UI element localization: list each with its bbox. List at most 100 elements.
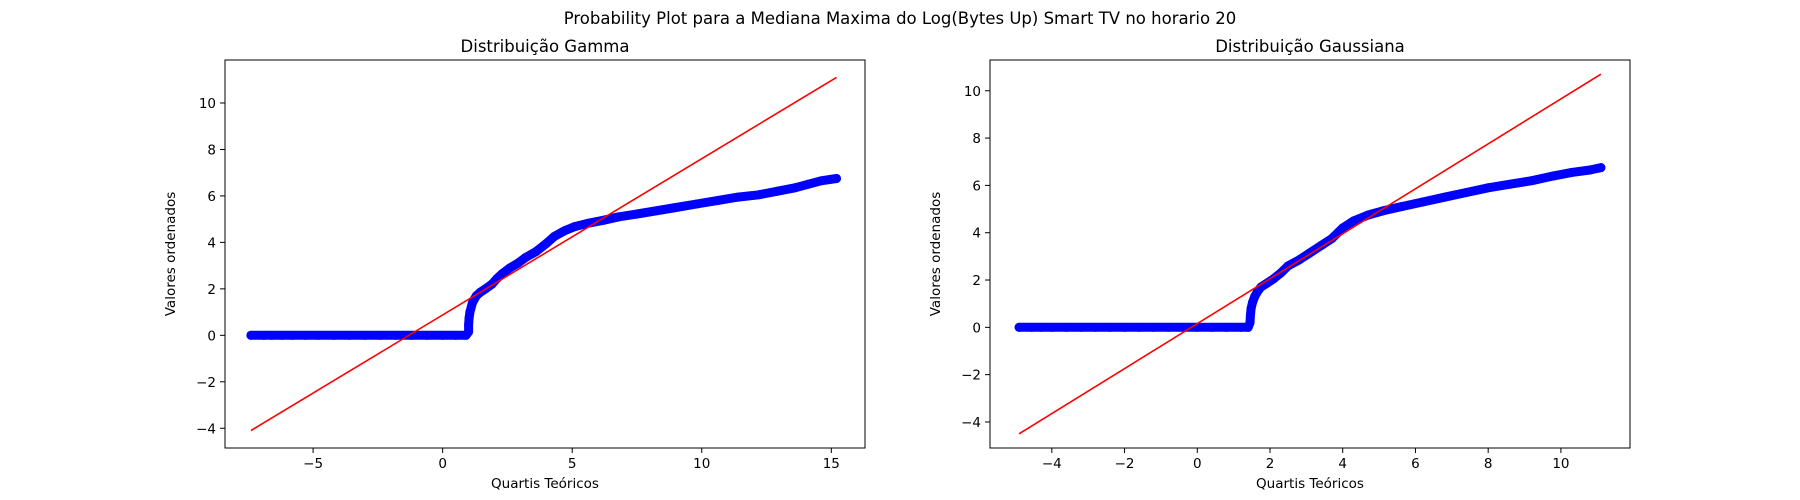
chart-1-y-tick-label: −4 [961, 415, 981, 431]
chart-0-sample-point [344, 330, 354, 340]
chart-1-sample-point [1036, 322, 1046, 332]
chart-0-sample-point [671, 203, 681, 213]
chart-1-sample-point [1105, 322, 1115, 332]
chart-0-x-tick-label: 0 [438, 456, 447, 472]
chart-1-title: Distribuição Gaussiana [1215, 37, 1405, 56]
chart-1-sample-point [1349, 216, 1359, 226]
chart-1-sample-point [1483, 183, 1493, 193]
chart-1-sample-point [1134, 322, 1144, 332]
chart-0-y-tick-label: 6 [207, 189, 216, 205]
chart-0-sample-point [313, 330, 323, 340]
figure-title: Probability Plot para a Mediana Maxima d… [564, 9, 1237, 28]
chart-0-sample-point [464, 327, 474, 337]
chart-0-sample-point [559, 226, 569, 236]
chart-0-title: Distribuição Gamma [461, 37, 630, 56]
chart-1-x-tick-label: 6 [1411, 456, 1420, 472]
chart-1-sample-point [1090, 322, 1100, 332]
chart-1-x-tick-label: 10 [1552, 456, 1569, 472]
chart-1-sample-point [1378, 206, 1388, 216]
chart-1-fit-line [1018, 73, 1602, 435]
chart-0-sample-point [583, 218, 593, 228]
chart-1-sample-point [1245, 311, 1255, 321]
chart-1-sample-point [1047, 322, 1057, 332]
chart-1-sample-point [1014, 322, 1024, 332]
chart-0-sample-point [692, 199, 702, 209]
chart-0-sample-point [772, 186, 782, 196]
chart-0-y-axis-label: Valores ordenados [163, 192, 179, 317]
chart-1-sample-point [1163, 322, 1173, 332]
chart-1-sample-point [1396, 202, 1406, 212]
chart-1-sample-point [1527, 176, 1537, 186]
chart-1-x-tick-label: 8 [1484, 456, 1493, 472]
chart-0-sample-point [531, 247, 541, 257]
chart-1-sample-point [1207, 322, 1217, 332]
chart-1-y-tick-label: 8 [972, 131, 981, 147]
chart-1-sample-point [1269, 274, 1279, 284]
chart-1-sample-point [1338, 223, 1348, 233]
chart-0-sample-point [375, 330, 385, 340]
chart-0-sample-point [497, 269, 507, 279]
chart-1-sample-point [1505, 179, 1515, 189]
chart-0-sample-point [816, 176, 826, 186]
chart-0-x-tick-label: 15 [823, 456, 840, 472]
chart-0-sample-point [521, 252, 531, 262]
chart-0-fit-line [250, 76, 837, 432]
chart-0-sample-point [259, 330, 269, 340]
chart-1-y-tick-label: 4 [972, 226, 981, 242]
chart-1-x-tick-label: 0 [1193, 456, 1202, 472]
chart-0-sample-point [277, 330, 287, 340]
chart-0-sample-point [598, 215, 608, 225]
chart-1-x-tick-label: −4 [1042, 456, 1062, 472]
chart-0-sample-point [451, 330, 461, 340]
chart-0-sample-point [267, 330, 277, 340]
chart-0-sample-point [712, 196, 722, 206]
chart-1-y-tick-label: 6 [972, 178, 981, 194]
chart-1-sample-point [1585, 165, 1595, 175]
chart-1-sample-point [1418, 197, 1428, 207]
chart-1-y-tick-label: 2 [972, 273, 981, 289]
chart-0-sample-point [391, 330, 401, 340]
chart-0-sample-point [549, 232, 559, 242]
chart-0-y-tick-label: 2 [207, 282, 216, 298]
chart-0-sample-point [300, 330, 310, 340]
chart-1-sample-point [1549, 171, 1559, 181]
chart-0-sample-point [422, 330, 432, 340]
chart-0-sample-point [803, 179, 813, 189]
chart-0-sample-point [505, 263, 515, 273]
chart-1-sample-point [1261, 279, 1271, 289]
chart-0-y-tick-label: 4 [207, 235, 216, 251]
chart-0-y-tick-label: 8 [207, 142, 216, 158]
chart-1-y-tick-label: −2 [961, 368, 981, 384]
chart-0-y-tick-label: 0 [207, 328, 216, 344]
chart-1-sample-point [1120, 322, 1130, 332]
chart-1-sample-point [1149, 322, 1159, 332]
chart-1-sample-point [1061, 322, 1071, 332]
chart-1-sample-point [1178, 322, 1188, 332]
chart-0-x-axis-label: Quartis Teóricos [491, 476, 599, 492]
chart-0-sample-point [329, 330, 339, 340]
chart-1-x-axis-label: Quartis Teóricos [1256, 476, 1364, 492]
chart-0-sample-point [360, 330, 370, 340]
chart-1-sample-point [1440, 192, 1450, 202]
chart-1-y-axis-label: Valores ordenados [928, 192, 944, 317]
chart-0-sample-point [513, 258, 523, 268]
chart-1-x-tick-label: −2 [1115, 456, 1135, 472]
chart-1-sample-point [1596, 163, 1606, 173]
chart-1-sample-point [1567, 167, 1577, 177]
chart-1-sample-point [1027, 322, 1037, 332]
chart-0-sample-point [733, 192, 743, 202]
chart-0-sample-point [754, 190, 764, 200]
chart-0-sample-point [246, 330, 256, 340]
gamma-panel: Distribuição Gamma −5 0 5 10 15 −4 −2 0 2 4 6 8 10 Qua… [163, 37, 866, 492]
chart-1-sample-point [1327, 234, 1337, 244]
chart-0-y-tick-label: 10 [199, 96, 216, 112]
chart-1-y-tick-label: 10 [964, 84, 981, 100]
chart-1-sample-point [1236, 322, 1246, 332]
chart-0-sample-point [650, 206, 660, 216]
chart-1-x-tick-label: 4 [1338, 456, 1347, 472]
chart-0-sample-point [632, 209, 642, 219]
chart-0-sample-point [464, 320, 474, 330]
chart-0-sample-point [541, 239, 551, 249]
chart-0-sample-point [438, 330, 448, 340]
chart-1-sample-point [1221, 322, 1231, 332]
